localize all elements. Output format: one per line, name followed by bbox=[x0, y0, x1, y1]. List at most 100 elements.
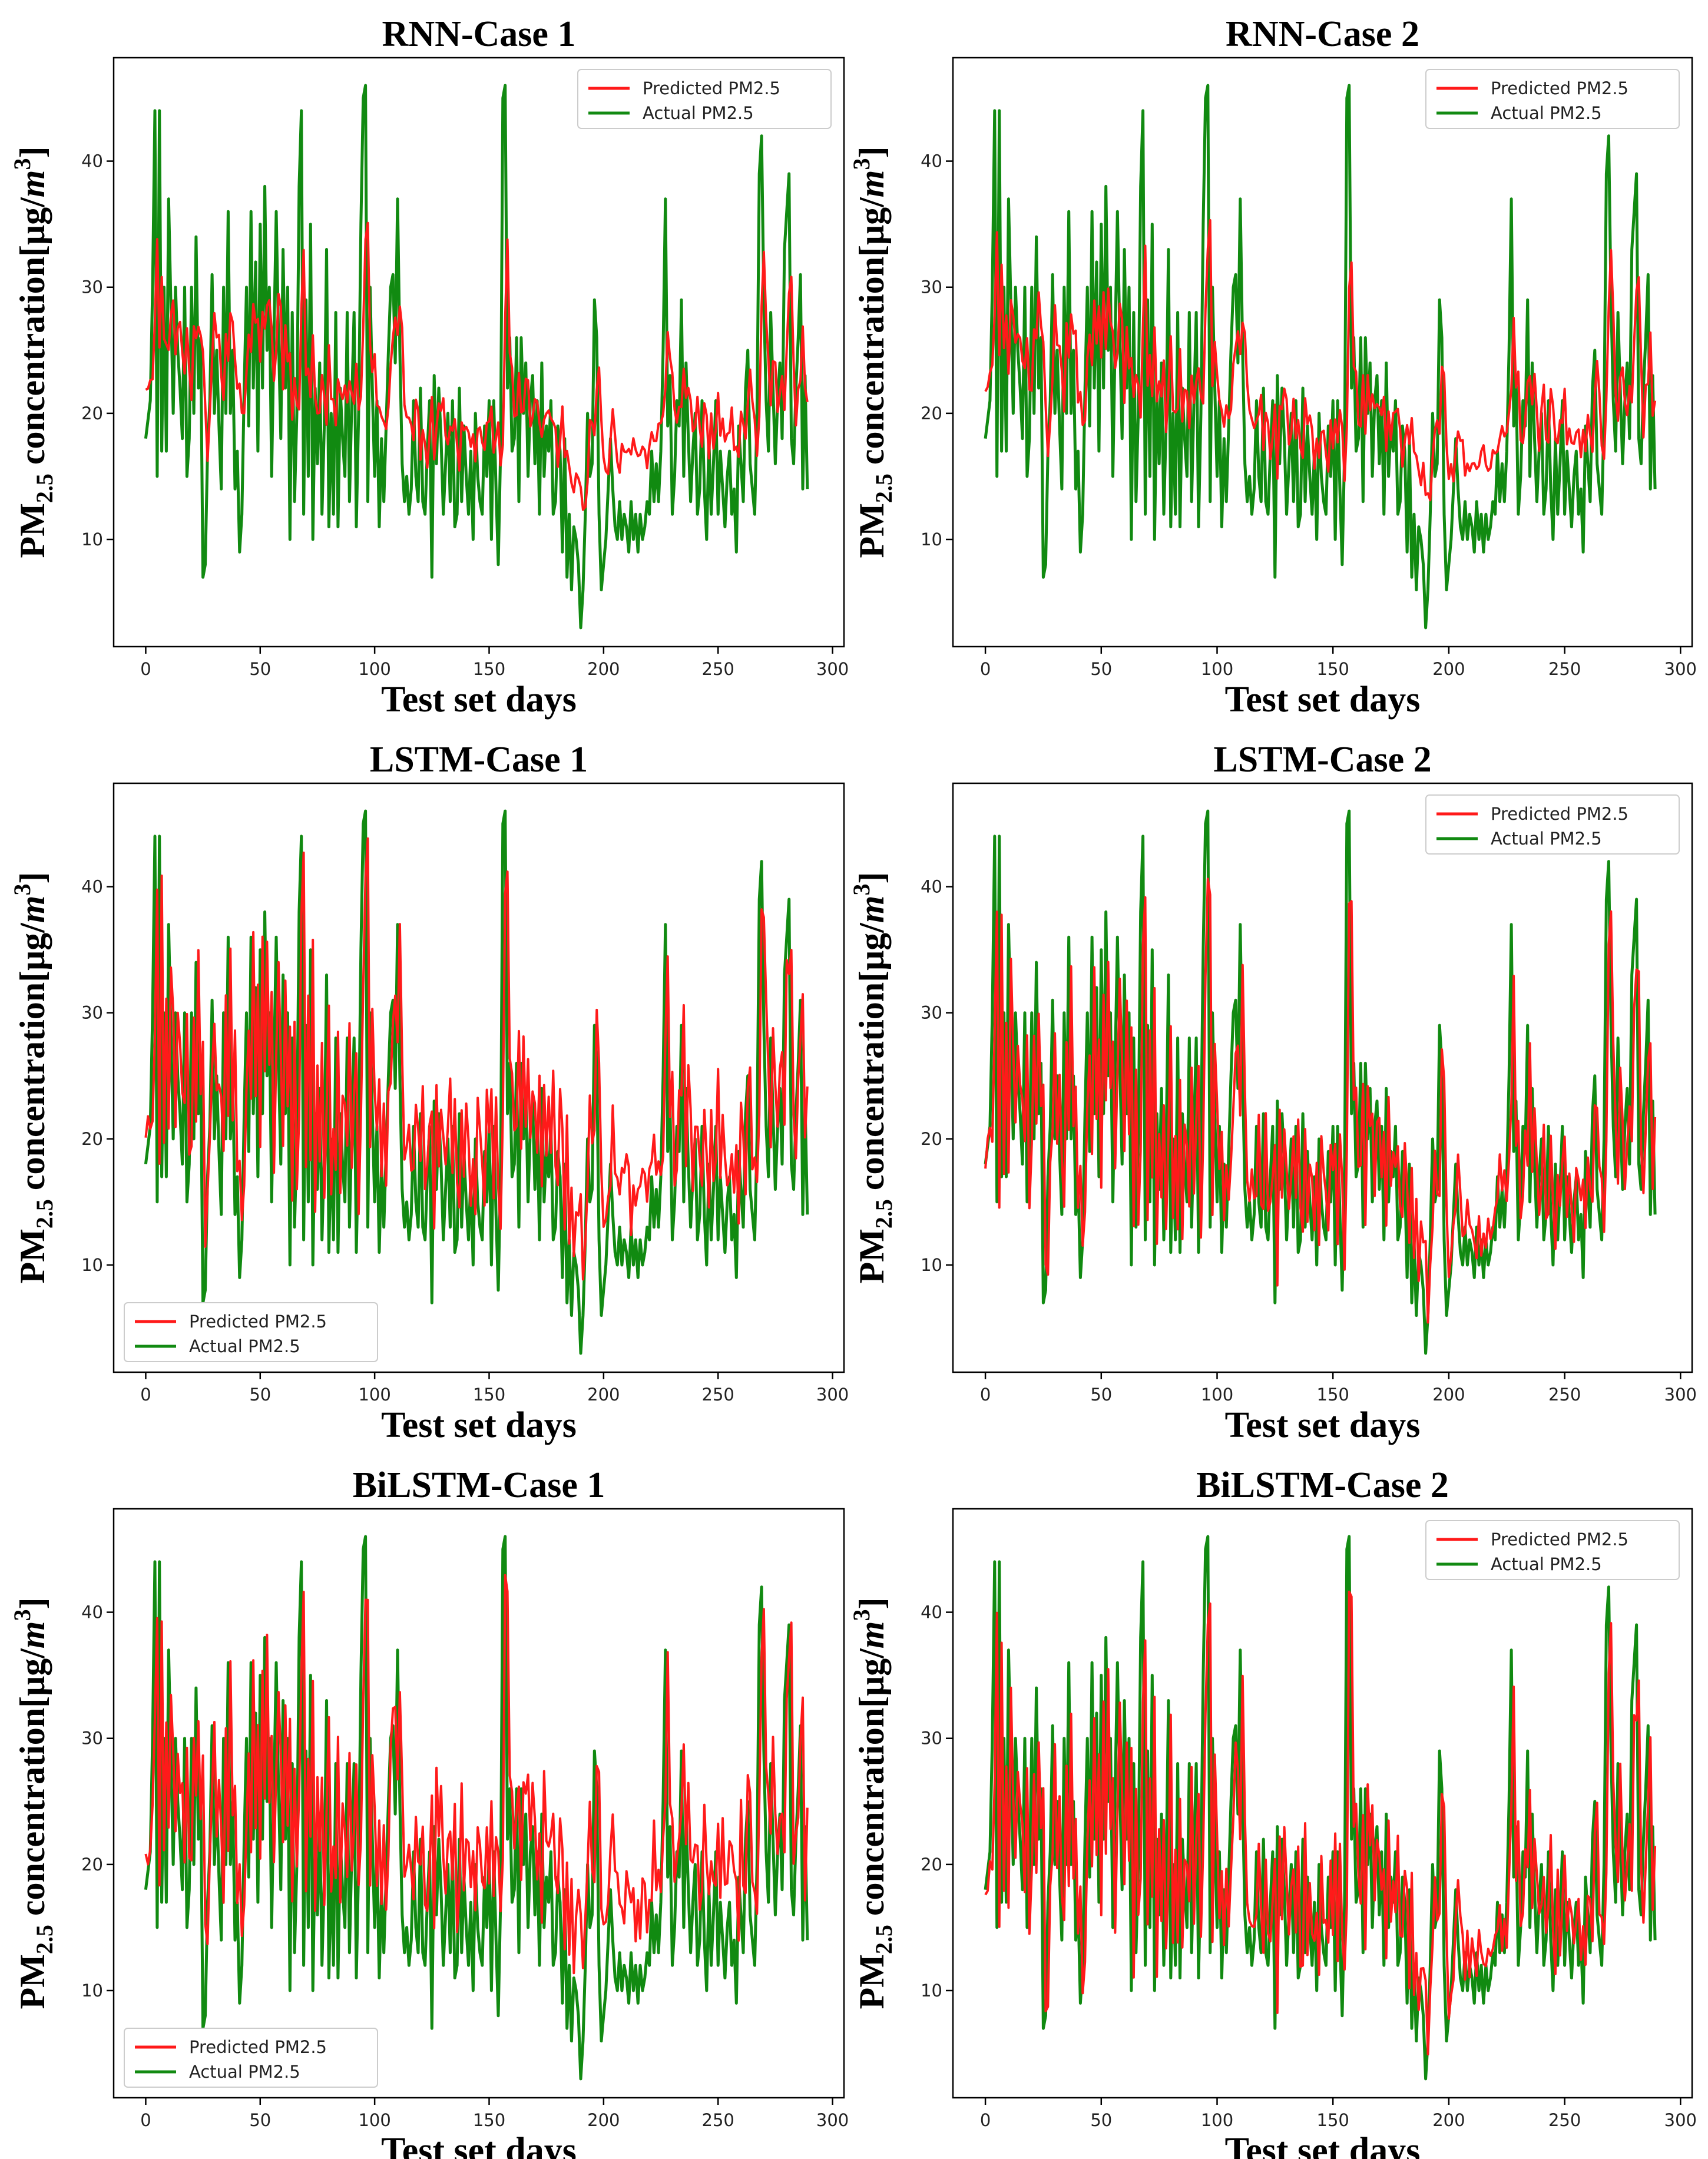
chart-panel-2: RNN-Case 2 0 50 100 150 200 250 300 10 20 30 40 Test… bbox=[848, 14, 1697, 720]
x-axis-label: Test set days bbox=[381, 1405, 577, 1445]
series-line-predicted bbox=[144, 837, 809, 1281]
y-axis-label: PM2.5 concentration[μg/m3] bbox=[9, 147, 58, 558]
x-tick-label: 0 bbox=[980, 1385, 991, 1405]
chart-panel-3: LSTM-Case 1 0 50 100 150 200 250 300 10 20 30 40 Tes… bbox=[9, 740, 849, 1445]
y-tick-label: 40 bbox=[921, 1602, 942, 1622]
y-tick-label: 20 bbox=[81, 403, 103, 423]
x-tick-label: 150 bbox=[1317, 2110, 1349, 2130]
x-tick-label: 50 bbox=[1090, 1385, 1112, 1405]
legend-label-predicted: Predicted PM2.5 bbox=[189, 1312, 327, 1332]
y-tick-label: 20 bbox=[921, 403, 942, 423]
legend-label-actual: Actual PM2.5 bbox=[1491, 829, 1602, 849]
x-tick-label: 50 bbox=[1090, 659, 1112, 679]
x-tick-label: 300 bbox=[816, 659, 849, 679]
x-tick-label: 200 bbox=[587, 2110, 620, 2130]
x-tick-label: 250 bbox=[1548, 1385, 1581, 1405]
chart-title: LSTM-Case 1 bbox=[370, 740, 588, 780]
plot-frame bbox=[112, 782, 845, 1373]
chart-panel-6: BiLSTM-Case 2 0 50 100 150 200 250 300 10 20 30 40 T… bbox=[848, 1465, 1697, 2159]
x-tick-label: 0 bbox=[980, 2110, 991, 2130]
chart-title: RNN-Case 1 bbox=[382, 14, 576, 54]
legend-label-predicted: Predicted PM2.5 bbox=[1491, 804, 1628, 824]
x-tick-label: 150 bbox=[473, 2110, 505, 2130]
legend-label-actual: Actual PM2.5 bbox=[1491, 103, 1602, 123]
legend: Predicted PM2.5 Actual PM2.5 bbox=[124, 2028, 378, 2088]
y-axis-label: PM2.5 concentration[μg/m3] bbox=[848, 872, 897, 1284]
y-tick-label: 30 bbox=[921, 1728, 942, 1749]
chart-title: LSTM-Case 2 bbox=[1213, 740, 1431, 780]
y-tick-label: 20 bbox=[81, 1129, 103, 1149]
legend-box bbox=[124, 1302, 378, 1362]
legend-box bbox=[577, 69, 832, 129]
y-tick-label: 30 bbox=[921, 277, 942, 297]
x-tick-label: 150 bbox=[1317, 659, 1349, 679]
plot-frame bbox=[112, 1508, 845, 2099]
series-line-actual bbox=[984, 1535, 1657, 2081]
legend-box bbox=[1425, 794, 1680, 855]
x-tick-label: 0 bbox=[980, 659, 991, 679]
series-line-predicted bbox=[984, 1590, 1657, 2056]
y-tick-label: 30 bbox=[81, 1728, 103, 1749]
x-tick-label: 0 bbox=[140, 1385, 151, 1405]
y-tick-label: 10 bbox=[81, 1981, 103, 2001]
y-tick-label: 40 bbox=[81, 1602, 103, 1622]
plot-frame bbox=[952, 57, 1693, 648]
x-tick-label: 100 bbox=[358, 2110, 390, 2130]
y-tick-label: 10 bbox=[921, 1255, 942, 1275]
series-line-predicted bbox=[144, 1574, 809, 1975]
legend-label-actual: Actual PM2.5 bbox=[1491, 1554, 1602, 1574]
x-axis-label: Test set days bbox=[1225, 2131, 1421, 2159]
legend-box bbox=[1425, 1520, 1680, 1580]
legend-label-predicted: Predicted PM2.5 bbox=[1491, 78, 1628, 98]
x-tick-label: 50 bbox=[249, 659, 271, 679]
x-tick-label: 250 bbox=[702, 2110, 734, 2130]
x-axis-label: Test set days bbox=[381, 2131, 577, 2159]
y-axis-label: PM2.5 concentration[μg/m3] bbox=[848, 1598, 897, 2009]
x-tick-label: 50 bbox=[249, 1385, 271, 1405]
y-tick-label: 20 bbox=[921, 1129, 942, 1149]
x-tick-label: 200 bbox=[587, 659, 620, 679]
x-tick-label: 150 bbox=[1317, 1385, 1349, 1405]
plot-frame bbox=[112, 57, 845, 648]
x-axis-label: Test set days bbox=[381, 680, 577, 720]
series-line-actual bbox=[984, 84, 1657, 630]
x-tick-label: 0 bbox=[140, 2110, 151, 2130]
x-tick-label: 250 bbox=[702, 659, 734, 679]
chart-panel-1: RNN-Case 1 0 50 100 150 200 250 300 10 20 30 40 Test… bbox=[9, 14, 849, 720]
legend-box bbox=[1425, 69, 1680, 129]
legend: Predicted PM2.5 Actual PM2.5 bbox=[1425, 1520, 1680, 1580]
y-axis-label: PM2.5 concentration[μg/m3] bbox=[9, 1598, 58, 2009]
y-tick-label: 40 bbox=[921, 877, 942, 897]
y-tick-label: 20 bbox=[921, 1855, 942, 1875]
legend-label-predicted: Predicted PM2.5 bbox=[189, 2037, 327, 2057]
y-tick-label: 10 bbox=[921, 529, 942, 549]
legend-box bbox=[124, 2028, 378, 2088]
x-tick-label: 200 bbox=[587, 1385, 620, 1405]
legend: Predicted PM2.5 Actual PM2.5 bbox=[124, 1302, 378, 1362]
x-tick-label: 100 bbox=[358, 1385, 390, 1405]
chart-title: RNN-Case 2 bbox=[1226, 14, 1419, 54]
legend-label-actual: Actual PM2.5 bbox=[189, 1336, 300, 1356]
x-tick-label: 100 bbox=[1201, 1385, 1233, 1405]
y-tick-label: 30 bbox=[81, 1003, 103, 1023]
x-tick-label: 0 bbox=[140, 659, 151, 679]
x-tick-label: 200 bbox=[1432, 659, 1465, 679]
series-line-actual bbox=[984, 809, 1657, 1355]
y-tick-label: 10 bbox=[921, 1981, 942, 2001]
x-tick-label: 100 bbox=[1201, 2110, 1233, 2130]
legend-label-predicted: Predicted PM2.5 bbox=[1491, 1529, 1628, 1549]
x-tick-label: 250 bbox=[1548, 659, 1581, 679]
x-tick-label: 300 bbox=[1664, 659, 1697, 679]
x-tick-label: 100 bbox=[1201, 659, 1233, 679]
legend-label-actual: Actual PM2.5 bbox=[189, 2062, 300, 2082]
x-tick-label: 150 bbox=[473, 1385, 505, 1405]
x-tick-label: 300 bbox=[1664, 2110, 1697, 2130]
legend: Predicted PM2.5 Actual PM2.5 bbox=[1425, 69, 1680, 129]
chart-panel-5: BiLSTM-Case 1 0 50 100 150 200 250 300 10 20 30 40 T… bbox=[9, 1465, 849, 2159]
chart-title: BiLSTM-Case 1 bbox=[353, 1465, 605, 1505]
y-axis-label: PM2.5 concentration[μg/m3] bbox=[9, 872, 58, 1284]
x-axis-label: Test set days bbox=[1225, 1405, 1421, 1445]
x-tick-label: 100 bbox=[358, 659, 390, 679]
y-tick-label: 30 bbox=[921, 1003, 942, 1023]
